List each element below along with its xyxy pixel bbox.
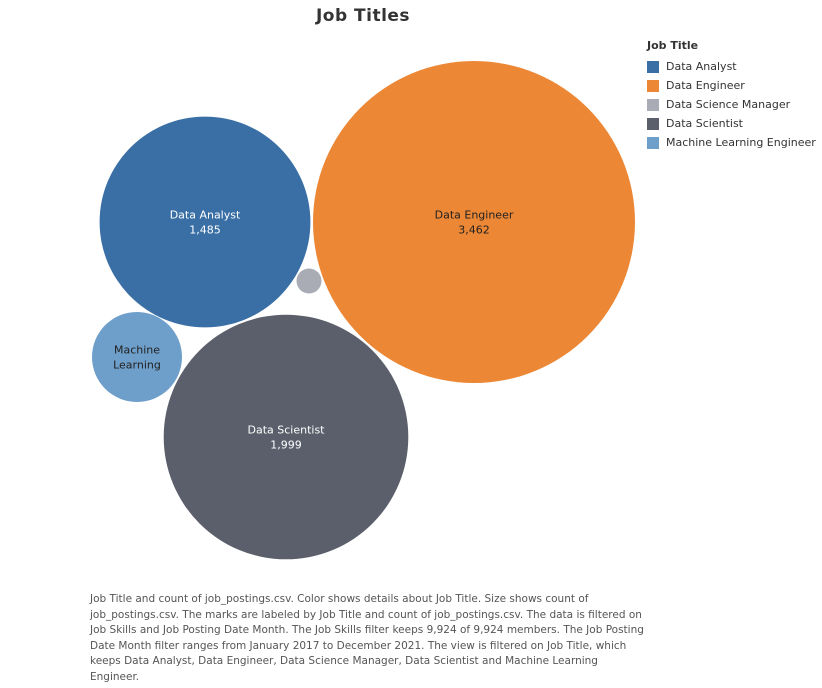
legend-swatch (647, 117, 659, 130)
bubble-label-title: Data Scientist (248, 424, 326, 437)
legend: Job Title Data Analyst Data Engineer Data … (647, 39, 819, 152)
bubble-label-value: 1,999 (270, 439, 302, 452)
bubble-data-engineer[interactable]: Data Engineer 3,462 (313, 61, 635, 383)
legend-item[interactable]: Data Engineer (647, 76, 819, 95)
legend-swatch (647, 79, 659, 92)
chart-title: Job Titles (315, 6, 411, 26)
legend-items: Data Analyst Data Engineer Data Science Ma… (647, 57, 819, 152)
bubble-circle[interactable] (92, 312, 182, 402)
chart-caption: Job Title and count of job_postings.csv.… (90, 593, 644, 683)
legend-swatch (647, 98, 659, 111)
bubble-machine-learning-engineer[interactable]: Machine Learning (92, 312, 182, 402)
bubble-circle[interactable] (313, 61, 635, 383)
bubble-data-science-manager[interactable] (296, 268, 322, 294)
legend-swatch (647, 60, 659, 73)
legend-label: Data Analyst (666, 60, 737, 73)
legend-label: Data Science Manager (666, 98, 791, 111)
legend-item[interactable]: Data Science Manager (647, 95, 819, 114)
legend-item[interactable]: Data Analyst (647, 57, 819, 76)
bubble-label-value: 3,462 (458, 224, 490, 237)
bubble-data-analyst[interactable]: Data Analyst 1,485 (99, 116, 311, 328)
bubble-circle[interactable] (296, 268, 322, 294)
legend-item[interactable]: Machine Learning Engineer (647, 133, 819, 152)
bubble-label-title: Machine (114, 344, 160, 357)
bubble-circle[interactable] (163, 314, 409, 560)
bubble-circle[interactable] (99, 116, 311, 328)
legend-swatch (647, 136, 659, 149)
bubble-label-title: Data Engineer (435, 209, 514, 222)
legend-item[interactable]: Data Scientist (647, 114, 819, 133)
bubble-data-scientist[interactable]: Data Scientist 1,999 (163, 314, 409, 560)
bubble-label-value: 1,485 (189, 224, 221, 237)
bubble-label-value: Learning (113, 359, 161, 372)
bubble-label-title: Data Analyst (170, 209, 241, 222)
legend-title: Job Title (647, 39, 699, 52)
legend-label: Machine Learning Engineer (666, 136, 816, 149)
legend-label: Data Scientist (666, 117, 743, 130)
legend-label: Data Engineer (666, 79, 745, 92)
